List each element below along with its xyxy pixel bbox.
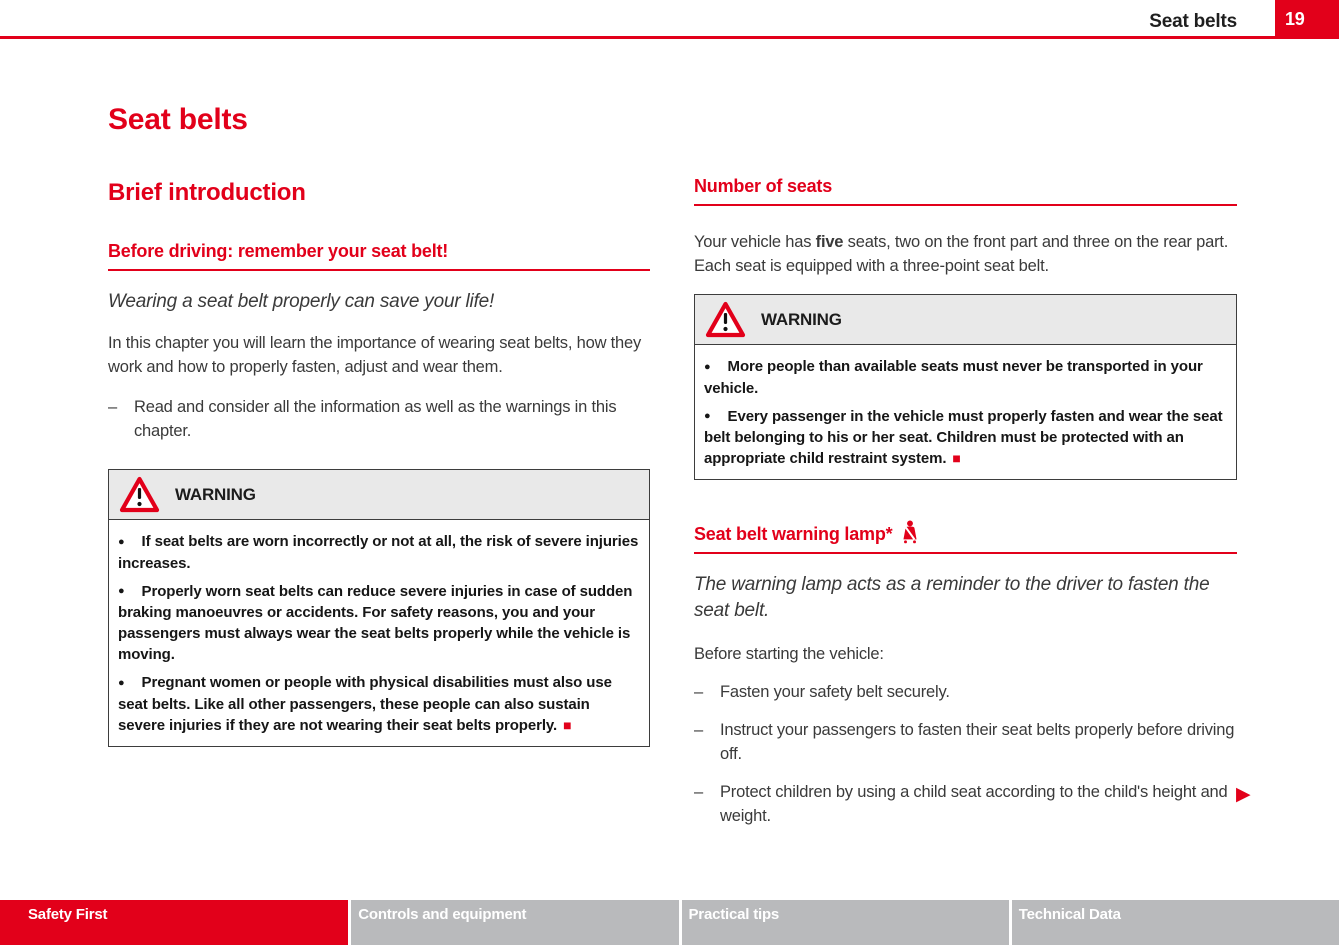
warning-title: WARNING xyxy=(761,309,842,329)
warning-bullet-text: Pregnant women or people with physical d… xyxy=(118,674,612,734)
end-of-warning-marker: ■ xyxy=(563,716,572,733)
warning-title: WARNING xyxy=(175,484,256,504)
lamp-lead-sentence: The warning lamp acts as a reminder to t… xyxy=(694,574,1210,621)
footer-section-bar: Safety First Controls and equipment Prac… xyxy=(0,900,1339,945)
warning-triangle-icon xyxy=(705,301,746,338)
heading-text: Seat belt warning lamp* xyxy=(694,524,893,544)
list-item-text: Protect children by using a child seat a… xyxy=(720,783,1228,825)
heading-text: Number of seats xyxy=(694,176,833,196)
warning-bullet: ● Properly worn seat belts can reduce sev… xyxy=(118,581,640,666)
intro-paragraph: In this chapter you will learn the impor… xyxy=(108,334,642,376)
warning-box-right: WARNING ● More people than available seat… xyxy=(694,294,1237,480)
warning-box-body: ● More people than available seats must n… xyxy=(695,345,1236,479)
list-item-text: Read and consider all the information as… xyxy=(134,398,617,440)
heading-number-of-seats: Number of seats xyxy=(694,176,1237,206)
warning-bullet: ● Pregnant women or people with physical … xyxy=(118,672,640,736)
warning-bullet: ● Every passenger in the vehicle must pro… xyxy=(704,406,1227,470)
warning-bullet: ● More people than available seats must n… xyxy=(704,356,1227,399)
bullet-dot-icon: ● xyxy=(704,410,711,422)
bullet-dot-icon: ● xyxy=(704,360,711,373)
warning-box-body: ● If seat belts are worn incorrectly or n… xyxy=(109,520,649,746)
warning-box-header: WARNING xyxy=(695,295,1236,345)
footer-tab-safety-first: Safety First xyxy=(0,900,349,945)
heading-text: Before driving: remember your seat belt! xyxy=(108,241,449,261)
warning-box-header: WARNING xyxy=(109,470,649,520)
lead-sentence: Wearing a seat belt properly can save yo… xyxy=(108,291,495,312)
end-of-warning-marker: ■ xyxy=(952,450,961,466)
seats-text-bold: five xyxy=(815,233,844,251)
left-column: Seat belts Brief introduction Before dri… xyxy=(108,0,650,747)
list-item: – Instruct your passengers to fasten the… xyxy=(694,718,1237,766)
right-column: Number of seats Your vehicle has five se… xyxy=(694,0,1237,828)
warning-bullet-text: Properly worn seat belts can reduce seve… xyxy=(118,582,633,664)
bullet-dot-icon: ● xyxy=(118,676,125,689)
dash-bullet: – xyxy=(694,683,703,701)
seats-text-before: Your vehicle has xyxy=(694,233,816,251)
warning-bullet-text: More people than available seats must ne… xyxy=(704,358,1203,397)
seat-belt-lamp-icon xyxy=(903,520,917,544)
footer-tab-practical-tips: Practical tips xyxy=(681,900,1009,945)
before-starting-text: Before starting the vehicle: xyxy=(694,645,884,663)
dash-bullet: – xyxy=(694,783,703,801)
dash-bullet: – xyxy=(108,398,117,416)
footer-tab-controls-and-equipment: Controls and equipment xyxy=(351,900,679,945)
list-item: – Fasten your safety belt securely. xyxy=(694,680,1237,704)
list-item-text: Instruct your passengers to fasten their… xyxy=(720,721,1235,763)
section-title-brief-introduction: Brief introduction xyxy=(108,179,306,206)
page-continuation-arrow-icon: ▶ xyxy=(1236,784,1251,805)
seats-text-after: seats, two on the front part and three o… xyxy=(694,233,1229,275)
warning-box-left: WARNING ● If seat belts are worn incorrec… xyxy=(108,469,650,747)
header-rule xyxy=(0,36,1339,39)
list-item: – Protect children by using a child seat… xyxy=(694,780,1237,828)
seats-paragraph: Your vehicle has five seats, two on the … xyxy=(694,230,1237,278)
warning-bullet: ● If seat belts are worn incorrectly or n… xyxy=(118,531,640,574)
dash-bullet: – xyxy=(694,721,703,739)
warning-bullet-text: Every passenger in the vehicle must prop… xyxy=(704,407,1223,468)
footer-tab-technical-data: Technical Data xyxy=(1011,900,1339,945)
bullet-dot-icon: ● xyxy=(118,535,125,548)
bullet-dot-icon: ● xyxy=(118,585,125,597)
running-header-title: Seat belts xyxy=(1149,11,1237,32)
heading-seat-belt-warning-lamp: Seat belt warning lamp* xyxy=(694,520,1237,554)
warning-bullet-text: If seat belts are worn incorrectly or no… xyxy=(118,533,639,572)
heading-before-driving: Before driving: remember your seat belt! xyxy=(108,241,650,271)
list-item-text: Fasten your safety belt securely. xyxy=(720,683,950,701)
chapter-title: Seat belts xyxy=(108,103,248,136)
warning-triangle-icon xyxy=(119,476,160,513)
list-item: – Read and consider all the information … xyxy=(108,395,650,443)
page-number-badge: 19 xyxy=(1275,0,1339,39)
